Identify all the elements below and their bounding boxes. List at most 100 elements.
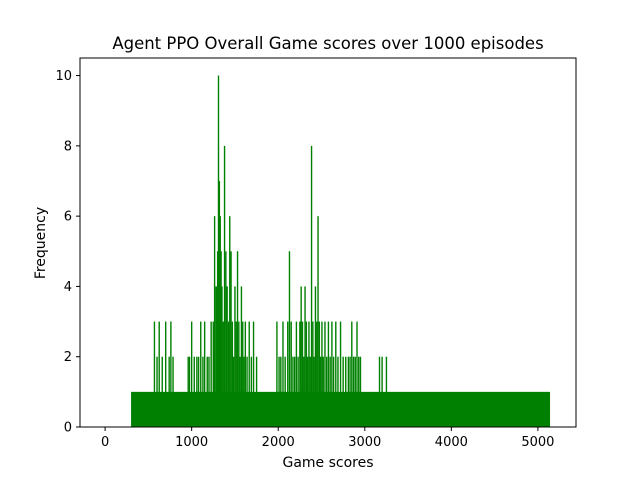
bars-layer bbox=[131, 75, 551, 428]
histogram-bar bbox=[316, 321, 318, 427]
y-axis: 0 2 4 6 8 10 bbox=[55, 69, 80, 436]
histogram-bar bbox=[351, 321, 353, 427]
histogram-bar bbox=[216, 251, 219, 427]
histogram-bar bbox=[358, 356, 360, 427]
histogram-bar bbox=[170, 321, 172, 427]
histogram-bar bbox=[331, 321, 333, 427]
y-tick-label: 0 bbox=[64, 421, 72, 436]
histogram-bar bbox=[385, 356, 388, 427]
histogram-bar bbox=[295, 321, 298, 427]
histogram-bar bbox=[226, 286, 228, 427]
histogram-bar bbox=[202, 356, 204, 427]
histogram-bar bbox=[203, 321, 206, 427]
histogram-bar bbox=[304, 286, 306, 427]
y-tick-label: 8 bbox=[64, 139, 72, 154]
histogram-bar bbox=[305, 321, 308, 427]
histogram-bar bbox=[239, 356, 241, 427]
histogram-bar bbox=[278, 356, 280, 427]
histogram-bar bbox=[164, 321, 167, 427]
histogram-bar bbox=[282, 321, 284, 427]
histogram-bar bbox=[236, 251, 239, 427]
x-axis: 0 1000 2000 3000 4000 5000 bbox=[101, 427, 554, 450]
histogram-bar bbox=[156, 356, 158, 427]
histogram-bar bbox=[168, 356, 170, 427]
histogram-bar bbox=[216, 286, 218, 427]
histogram-bar bbox=[222, 321, 224, 427]
histogram-bar bbox=[306, 356, 309, 427]
histogram-bar bbox=[153, 321, 156, 427]
y-tick-label: 6 bbox=[64, 210, 72, 225]
histogram-bar bbox=[244, 321, 247, 427]
histogram-bar bbox=[187, 356, 189, 427]
histogram-bar bbox=[332, 356, 335, 427]
histogram-bar bbox=[240, 286, 243, 427]
histogram-bar bbox=[208, 356, 210, 427]
x-tick-label: 3000 bbox=[348, 435, 381, 450]
histogram-bar bbox=[234, 286, 236, 427]
x-axis-label: Game scores bbox=[282, 455, 373, 471]
histogram-bar bbox=[230, 251, 232, 427]
histogram-bar bbox=[238, 321, 240, 427]
histogram-bar bbox=[212, 321, 215, 427]
histogram-bar bbox=[190, 321, 193, 427]
histogram-bar bbox=[347, 356, 350, 427]
histogram-bar bbox=[243, 356, 245, 427]
x-tick-label: 5000 bbox=[521, 435, 554, 450]
histogram-bar bbox=[293, 356, 296, 427]
plot-frame bbox=[79, 57, 577, 428]
histogram-bar bbox=[161, 356, 163, 427]
x-tick-label: 0 bbox=[101, 435, 109, 450]
histogram-bar bbox=[255, 356, 258, 427]
histogram-bar bbox=[352, 356, 355, 427]
histogram-bar bbox=[193, 356, 195, 427]
y-tick-label: 4 bbox=[64, 280, 72, 295]
histogram-bar bbox=[172, 356, 174, 427]
histogram-bar bbox=[252, 321, 255, 427]
histogram-bar bbox=[188, 356, 191, 427]
histogram-bar bbox=[337, 356, 339, 427]
histogram-bar bbox=[232, 356, 235, 427]
x-tick-label: 1000 bbox=[175, 435, 208, 450]
histogram-bar bbox=[299, 321, 301, 427]
histogram-bar bbox=[280, 356, 282, 427]
histogram-bar bbox=[327, 321, 330, 427]
histogram-bar bbox=[292, 356, 294, 427]
histogram-bar bbox=[378, 356, 381, 427]
histogram-bar bbox=[301, 321, 304, 427]
histogram-bar bbox=[197, 356, 200, 427]
histogram-bar bbox=[250, 356, 253, 427]
histogram-bar bbox=[309, 356, 311, 427]
histogram-bar bbox=[158, 321, 160, 427]
histogram-bar bbox=[339, 321, 342, 427]
y-tick-label: 10 bbox=[55, 69, 72, 84]
histogram-bar bbox=[329, 356, 331, 427]
histogram-bar bbox=[335, 321, 337, 427]
histogram-bar bbox=[342, 356, 344, 427]
histogram-bar bbox=[297, 356, 299, 427]
histogram-bar bbox=[242, 321, 244, 427]
histogram-bar bbox=[215, 286, 217, 427]
histogram-bar bbox=[324, 321, 326, 427]
histogram-bar bbox=[287, 321, 289, 427]
histogram-bar bbox=[318, 321, 321, 427]
histogram-bar bbox=[354, 356, 356, 427]
histogram-bar bbox=[229, 216, 231, 427]
y-axis-label: Frequency bbox=[33, 207, 49, 279]
histogram-bar bbox=[210, 321, 212, 427]
histogram-bar bbox=[225, 251, 227, 427]
histogram-bar bbox=[221, 286, 223, 427]
histogram-bar bbox=[314, 286, 317, 427]
histogram-bar bbox=[196, 356, 198, 427]
histogram-bar bbox=[317, 216, 319, 427]
histogram-bar bbox=[276, 321, 278, 427]
histogram-bar bbox=[345, 356, 347, 427]
histogram-bar bbox=[284, 356, 286, 427]
histogram-bar bbox=[300, 286, 302, 427]
x-tick-label: 2000 bbox=[262, 435, 295, 450]
histogram-bar bbox=[321, 321, 323, 427]
histogram-bar bbox=[288, 251, 291, 427]
histogram-bar bbox=[356, 321, 358, 427]
histogram-bar bbox=[326, 356, 328, 427]
